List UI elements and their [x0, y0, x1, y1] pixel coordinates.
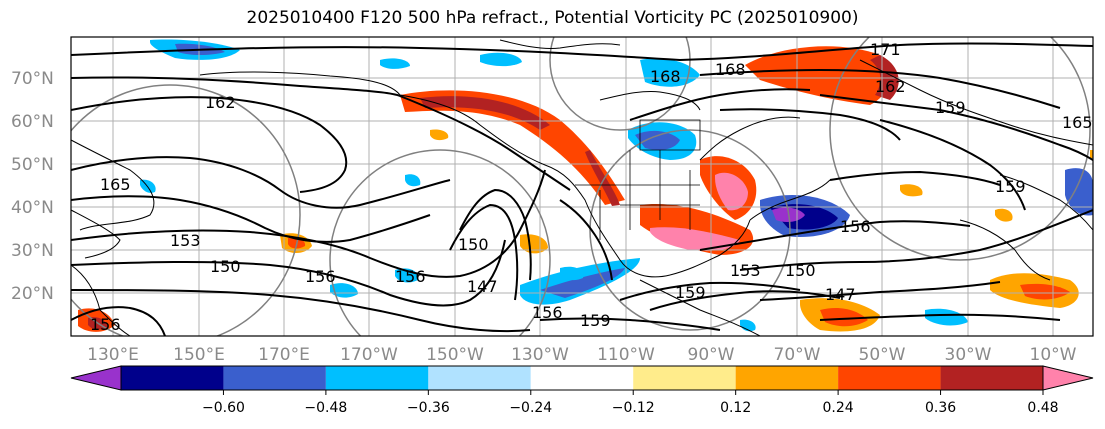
contour-label: 168: [715, 60, 746, 79]
contour-label: 156: [90, 315, 121, 334]
contour-label: 168: [650, 67, 681, 86]
lon-label: 30°W: [945, 345, 992, 365]
lon-label: 50°W: [859, 345, 906, 365]
lat-label: 30°N: [11, 241, 54, 261]
contour-label: 162: [875, 77, 906, 96]
colorbar-tick-label: −0.24: [509, 400, 552, 416]
colorbar-segment: [428, 366, 531, 390]
colorbar-min-extend: [70, 365, 122, 391]
contour-label: 153: [170, 231, 201, 250]
contour-label: 162: [205, 93, 236, 112]
lon-label: 70°W: [774, 345, 821, 365]
colorbar-segment: [223, 366, 326, 390]
contour-label: 156: [532, 303, 563, 322]
lat-label: 40°N: [11, 198, 54, 218]
contour-label: 156: [840, 217, 871, 236]
colorbar-segment: [838, 366, 941, 390]
coastlines: [71, 39, 1093, 336]
lon-label: 10°W: [1030, 345, 1077, 365]
colorbar-segment: [121, 366, 224, 390]
reference-circles: [71, 37, 1091, 336]
contour-label: 150: [210, 257, 241, 276]
longitude-labels: 130°E 150°E 170°E 170°W 150°W 130°W 110°…: [87, 345, 1077, 365]
colorbar-segment: [530, 366, 634, 390]
contour-label: 147: [825, 285, 856, 304]
map-border: [70, 36, 1094, 337]
colorbar-tick-label: 0.48: [1027, 400, 1058, 416]
colorbar-outline: [120, 365, 1044, 391]
colorbar-segment: [940, 366, 1043, 390]
contour-label: 171: [870, 40, 901, 59]
contour-label: 153: [730, 261, 761, 280]
map-title: 2025010400 F120 500 hPa refract., Potent…: [246, 8, 859, 28]
graticule: [71, 37, 1093, 336]
colorbar-segment: [735, 366, 839, 390]
colorbar-segment: [325, 366, 429, 390]
contour-label: 150: [785, 261, 816, 280]
colorbar-max-extend: [1042, 365, 1094, 391]
contour-label: 159: [580, 311, 611, 330]
contour-label: 150: [458, 235, 489, 254]
contour-label: 165: [100, 175, 131, 194]
colorbar-tick-label: −0.12: [612, 400, 655, 416]
contour-label: 156: [395, 267, 426, 286]
lon-label: 130°W: [511, 345, 569, 365]
lon-label: 170°W: [340, 345, 398, 365]
colorbar-tick-label: −0.48: [304, 400, 347, 416]
colorbar-tick-label: 0.36: [925, 400, 956, 416]
contour-label: 165: [1062, 113, 1093, 132]
height-contours: [71, 42, 1093, 336]
contour-labels: 162 165 153 150 156 156 150 147 156 159 …: [90, 40, 1093, 334]
lon-label: 90°W: [688, 345, 735, 365]
boundaries: [575, 119, 701, 240]
colorbar-segment: [633, 366, 736, 390]
colorbar-tick-label: −0.60: [202, 400, 245, 416]
colorbar-tick-label: 0.24: [823, 400, 854, 416]
colorbar-tick-label: 0.12: [720, 400, 751, 416]
latitude-labels: 70°N 60°N 50°N 40°N 30°N 20°N: [11, 69, 54, 304]
colorbar-tick-label: −0.36: [407, 400, 450, 416]
contour-label: 147: [467, 277, 498, 296]
lat-label: 60°N: [11, 112, 54, 132]
lat-label: 70°N: [11, 69, 54, 89]
lon-label: 130°E: [87, 345, 139, 365]
lat-label: 20°N: [11, 284, 54, 304]
contour-label: 159: [935, 98, 966, 117]
contour-label: 159: [675, 283, 706, 302]
lon-label: 150°W: [426, 345, 484, 365]
lon-label: 110°W: [597, 345, 655, 365]
lat-label: 50°N: [11, 155, 54, 175]
lon-label: 170°E: [258, 345, 310, 365]
contour-label: 159: [995, 177, 1026, 196]
colorbar: −0.60 −0.48 −0.36 −0.24 −0.12 0.12 0.24 0.36 0.4…: [70, 365, 1094, 416]
contour-label: 156: [305, 267, 336, 286]
lon-label: 150°E: [173, 345, 225, 365]
